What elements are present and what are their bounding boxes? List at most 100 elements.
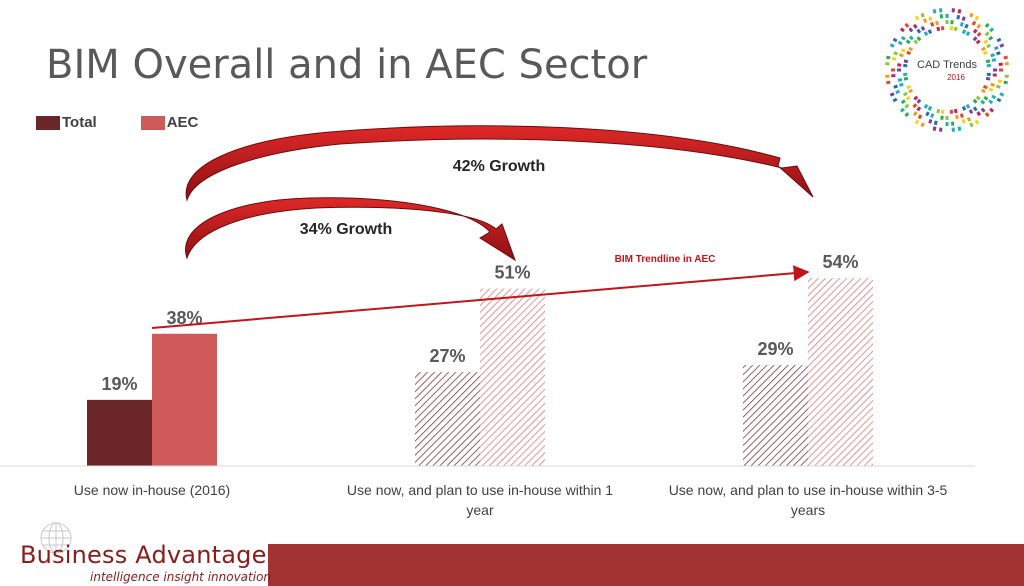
logo-ring-segment [982, 50, 988, 56]
logo-ring-segment [900, 48, 906, 53]
logo-ring-segment [980, 107, 986, 113]
value-labels-layer: 19% 38% 27% 51% 29% 54% [101, 252, 858, 394]
logo-ring-segment [985, 76, 991, 81]
logo-ring-segment [912, 23, 918, 29]
chart-legend: Total AEC [36, 114, 242, 131]
logo-ring-segment [997, 79, 1003, 84]
logo-ring-segment [927, 29, 933, 35]
logo-ring [885, 8, 1009, 132]
logo-ring-segment [925, 111, 930, 117]
value-label-aec-1: 51% [494, 263, 530, 283]
logo-ring-segment [908, 88, 914, 94]
growth-42-arrow [185, 125, 814, 202]
logo-ring-segment [904, 112, 910, 118]
logo-ring-segment [980, 46, 986, 52]
logo-ring-segment [989, 27, 995, 33]
logo-ring-segment [976, 23, 982, 29]
logo-ring-segment [999, 43, 1005, 48]
logo-ring-segment [984, 31, 990, 37]
logo-ring-segment [891, 56, 897, 61]
logo-ring-segment [932, 9, 937, 14]
logo-ring-segment [893, 51, 899, 56]
company-name: Business Advantage [20, 541, 267, 569]
logo-ring-segment [991, 58, 997, 62]
logo-ring-segment [980, 88, 986, 94]
logo-ring-segment [920, 12, 925, 18]
logo-ring-segment [991, 94, 997, 100]
logo-ring-segment [995, 51, 1001, 56]
cad-trends-logo: CAD Trends 2016 [885, 8, 1009, 132]
logo-ring-segment [900, 35, 906, 41]
logo-ring-segment [899, 27, 905, 33]
growth-42-label: 42% Growth [453, 158, 545, 175]
logo-ring-segment [959, 113, 964, 119]
logo-ring-segment [1003, 80, 1008, 85]
value-label-aec-2: 54% [822, 252, 858, 272]
logo-ring-segment [905, 95, 911, 101]
value-label-total-0: 19% [101, 374, 137, 394]
logo-ring-segment [905, 39, 911, 45]
logo-ring-segment [908, 35, 914, 41]
logo-ring-segment [897, 78, 903, 82]
bar-total-0 [87, 399, 152, 466]
logo-ring-segment [955, 114, 959, 120]
logo-ring-segment [906, 50, 912, 56]
logo-ring-segment [920, 122, 925, 128]
logo-ring-segment [969, 12, 974, 18]
trendline-label: BIM Trendline in AEC [615, 254, 716, 265]
logo-ring-segment [917, 114, 923, 120]
logo-ring-segment [898, 82, 904, 87]
logo-ring-segment [961, 118, 966, 124]
logo-ring-segment [899, 107, 905, 113]
logo-ring-segment [932, 126, 937, 131]
logo-ring-segment [984, 112, 990, 118]
logo-ring-segment [985, 59, 991, 64]
logo-ring-segment [986, 43, 992, 49]
logo-ring-segment [893, 84, 899, 89]
logo-ring-segment [971, 20, 977, 26]
logo-ring-segment [928, 118, 933, 124]
logo-ring-segment [972, 28, 978, 34]
logo-ring-segment [914, 15, 920, 21]
logo-ring-segment [916, 106, 922, 112]
logo-ring-segment [988, 35, 994, 41]
logo-ring-segment [895, 89, 901, 95]
category-label-1: Use now, and plan to use in-house within… [347, 482, 613, 518]
logo-ring-segment [923, 31, 929, 37]
logo-ring-segment [914, 119, 920, 125]
logo-ring-segment [968, 109, 974, 115]
logo-ring-segment [930, 21, 935, 27]
logo-ring-segment [908, 27, 914, 33]
logo-ring-segment [920, 25, 926, 31]
logo-ring-segment [965, 103, 971, 109]
bar-aec-2 [808, 278, 873, 466]
logo-ring-segment [916, 36, 922, 42]
logo-ring-segment [969, 122, 974, 128]
logo-ring-segment [935, 20, 939, 26]
logo-ring-segment [916, 98, 922, 104]
logo-ring-segment [912, 103, 918, 109]
logo-ring-segment [953, 26, 958, 32]
logo-ring-segment [913, 39, 919, 45]
company-globe-icon [40, 522, 72, 554]
logo-ring-segment [913, 95, 919, 101]
logo-ring-segment [993, 45, 999, 51]
footer-bar [268, 544, 1024, 586]
logo-ring-segment [957, 126, 962, 131]
logo-ring-segment [988, 87, 994, 92]
logo-ring-segment [927, 105, 933, 111]
page-title: BIM Overall and in AEC Sector [46, 42, 648, 88]
logo-ring-segment [889, 92, 895, 97]
logo-ring-segment [999, 92, 1005, 97]
logo-ring-segment [989, 107, 995, 113]
logo-ring-segment [933, 120, 938, 126]
logo-ring-segment [961, 29, 967, 35]
logo-ring-segment [897, 40, 903, 46]
logo-ring-segment [984, 22, 990, 28]
legend-item-total: Total [36, 114, 97, 131]
bar-total-2 [743, 365, 808, 466]
legend-swatch-aec [140, 115, 165, 130]
logo-ring-segment [936, 108, 941, 114]
growth-34-arrow [185, 197, 516, 262]
